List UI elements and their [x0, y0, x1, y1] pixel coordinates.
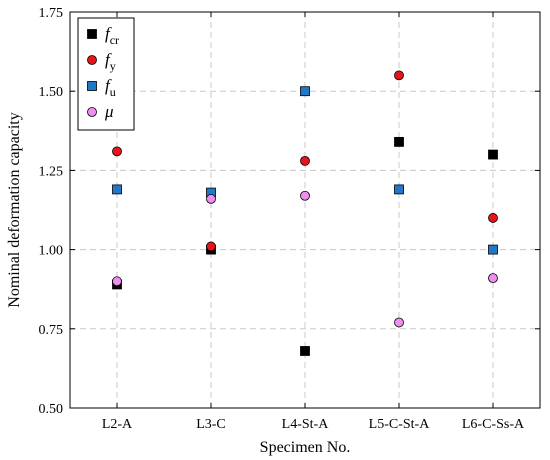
y-tick-label: 1.25	[39, 164, 64, 179]
data-point-series-0	[300, 346, 310, 356]
data-point-series-2	[300, 86, 310, 97]
x-tick-labels: L2-A L3-C L4-St-A L5-C-St-A L6-C-Ss-A	[102, 417, 525, 432]
legend-label: μ	[104, 102, 114, 121]
x-tick-label: L5-C-St-A	[369, 417, 431, 432]
data-point-series-3	[394, 317, 404, 328]
data-point-series-3	[206, 194, 216, 204]
data-point-series-0	[394, 136, 404, 147]
data-point-series-0	[488, 149, 498, 160]
data-point-series-2	[488, 244, 498, 255]
y-axis-title: Nominal deformation capacity	[6, 112, 23, 307]
data-point-series-3	[488, 273, 498, 284]
data-points	[112, 70, 498, 356]
data-point-series-1	[206, 241, 216, 252]
data-point-series-1	[112, 146, 122, 157]
data-point-series-3	[300, 190, 310, 201]
x-tick-label: L2-A	[102, 417, 133, 432]
x-axis-title: Specimen No.	[260, 439, 351, 456]
data-point-series-3	[112, 276, 122, 287]
legend-label: fcr	[105, 24, 119, 47]
x-tick-label: L4-St-A	[282, 417, 330, 432]
data-point-series-2	[394, 184, 404, 195]
y-tick-labels: 0.50 0.75 1.00 1.25 1.50 1.75	[39, 6, 64, 417]
legend-label: fu	[105, 76, 116, 99]
y-tick-label: 1.00	[39, 244, 64, 259]
data-point-series-1	[488, 213, 498, 223]
y-tick-label: 0.75	[39, 323, 64, 338]
x-tick-label: L6-C-Ss-A	[462, 417, 525, 432]
legend-marker	[87, 55, 97, 65]
data-point-series-1	[300, 155, 310, 166]
data-point-series-1	[394, 70, 404, 81]
y-tick-label: 1.75	[39, 6, 64, 21]
data-point-series-2	[112, 184, 122, 195]
y-tick-label: 0.50	[39, 402, 64, 417]
legend-marker	[87, 29, 97, 39]
legend-label: fy	[105, 50, 116, 73]
axis-ticks	[70, 11, 540, 409]
legend-marker	[87, 81, 97, 91]
x-tick-label: L3-C	[196, 417, 226, 432]
y-tick-label: 1.50	[39, 85, 64, 100]
legend: fcr fy fu μ	[77, 17, 135, 131]
legend-marker	[87, 107, 97, 117]
